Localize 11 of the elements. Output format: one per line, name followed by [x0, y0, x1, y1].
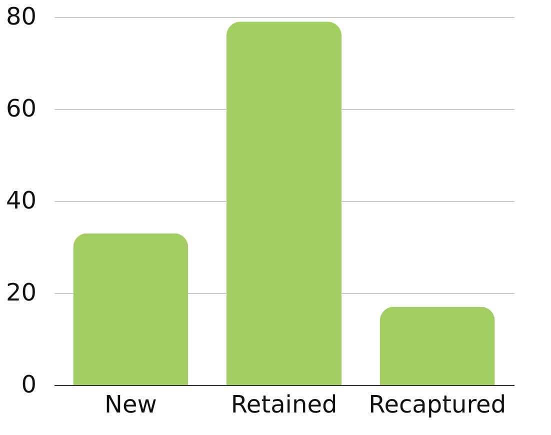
y-tick-label: 20: [6, 278, 36, 306]
x-tick-label: Recaptured: [368, 390, 506, 418]
x-tick-label: New: [104, 390, 157, 418]
y-tick-label: 0: [21, 370, 36, 398]
bar: [73, 233, 188, 385]
y-tick-label: 60: [6, 94, 36, 122]
bar: [380, 306, 495, 385]
x-tick-label: Retained: [230, 390, 338, 418]
y-tick-label: 80: [6, 2, 36, 30]
y-tick-label: 40: [6, 186, 36, 214]
bar: [226, 22, 342, 385]
